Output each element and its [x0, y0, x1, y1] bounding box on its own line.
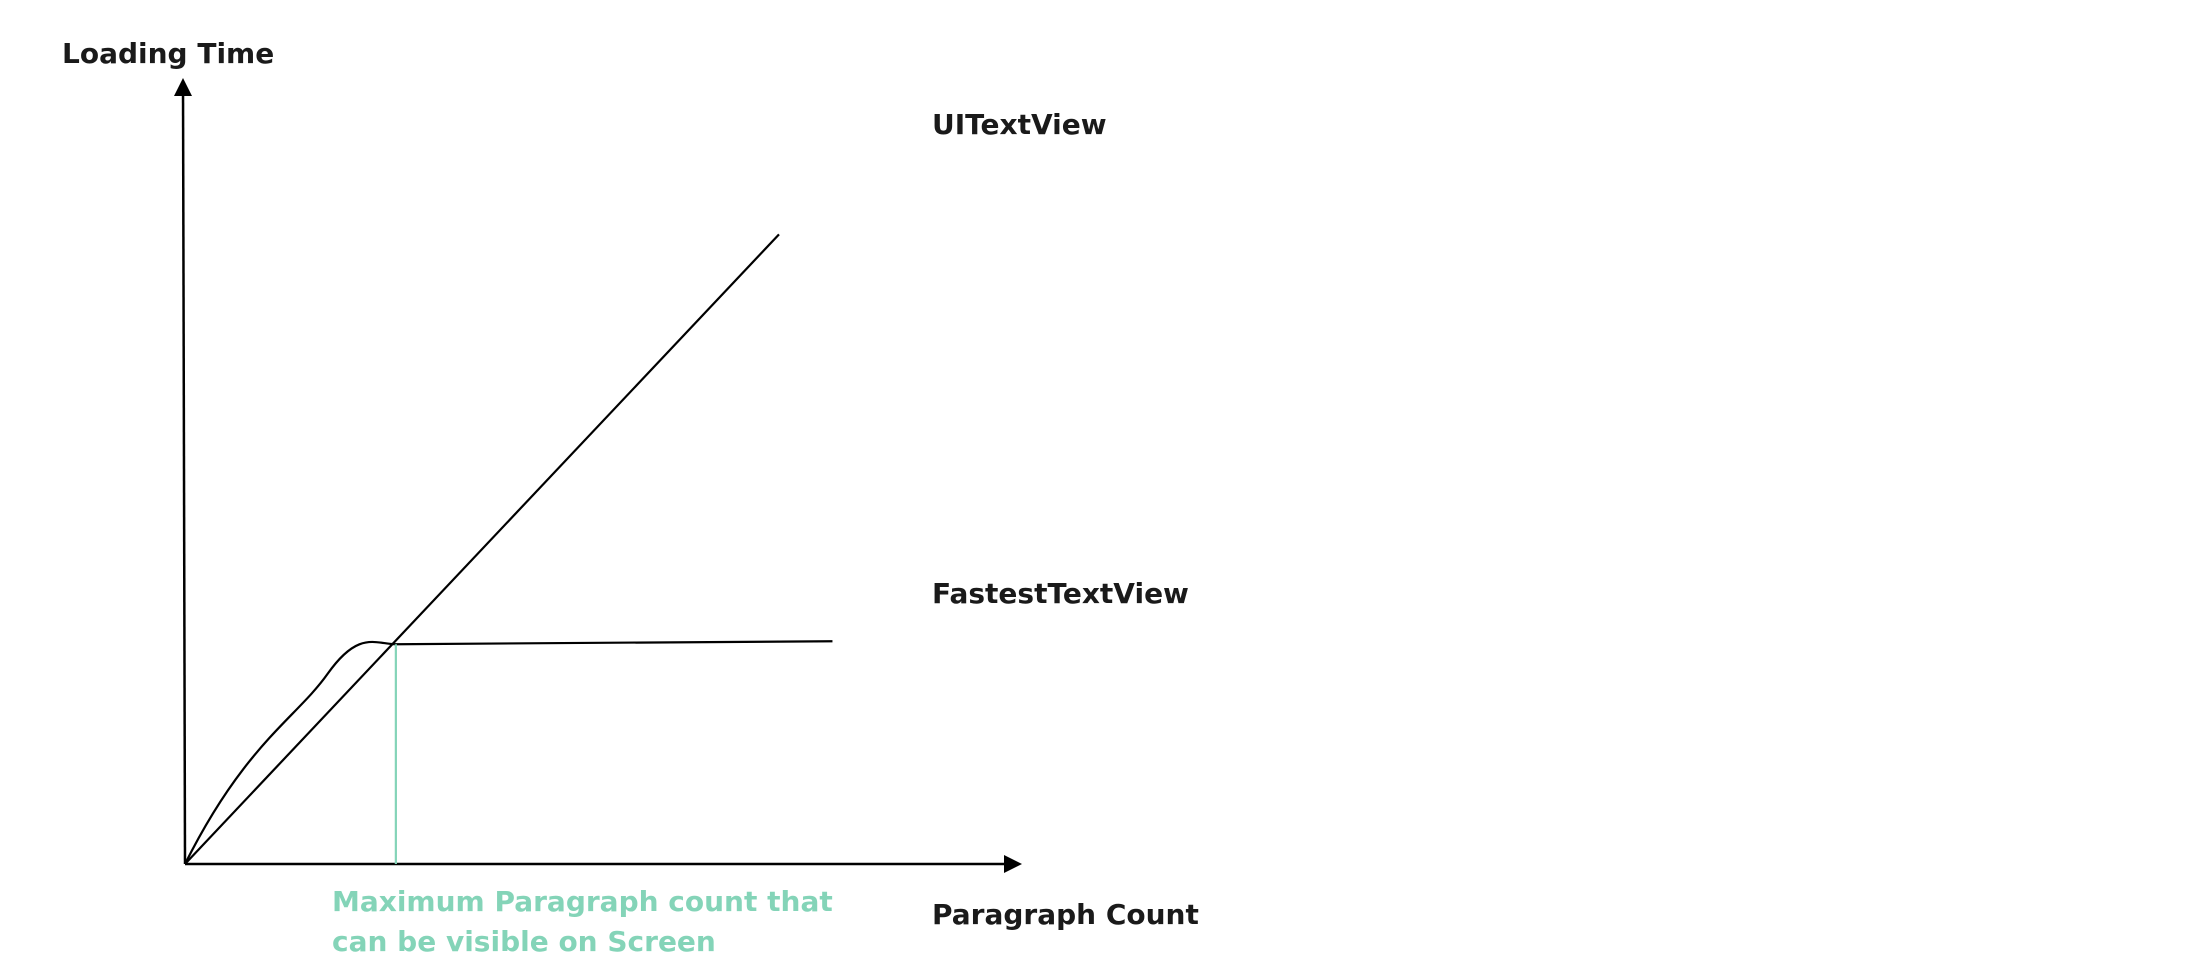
uitextview-line — [184, 233, 780, 865]
annotation-line-1: Maximum Paragraph count that — [332, 885, 833, 918]
x-axis-arrow-icon — [1004, 855, 1022, 873]
annotation-line-2: can be visible on Screen — [332, 925, 716, 958]
y-axis-label: Loading Time — [62, 37, 275, 70]
y-axis-arrow-icon — [174, 78, 192, 96]
x-axis-label: Paragraph Count — [932, 898, 1199, 931]
max-visible-paragraph-annotation: Maximum Paragraph count that can be visi… — [332, 882, 852, 962]
uitextview-series-label: UITextView — [932, 108, 1107, 141]
y-axis-line — [181, 83, 187, 865]
fastesttextview-series-label: FastestTextView — [932, 577, 1189, 610]
fastesttextview-curve — [184, 640, 833, 865]
